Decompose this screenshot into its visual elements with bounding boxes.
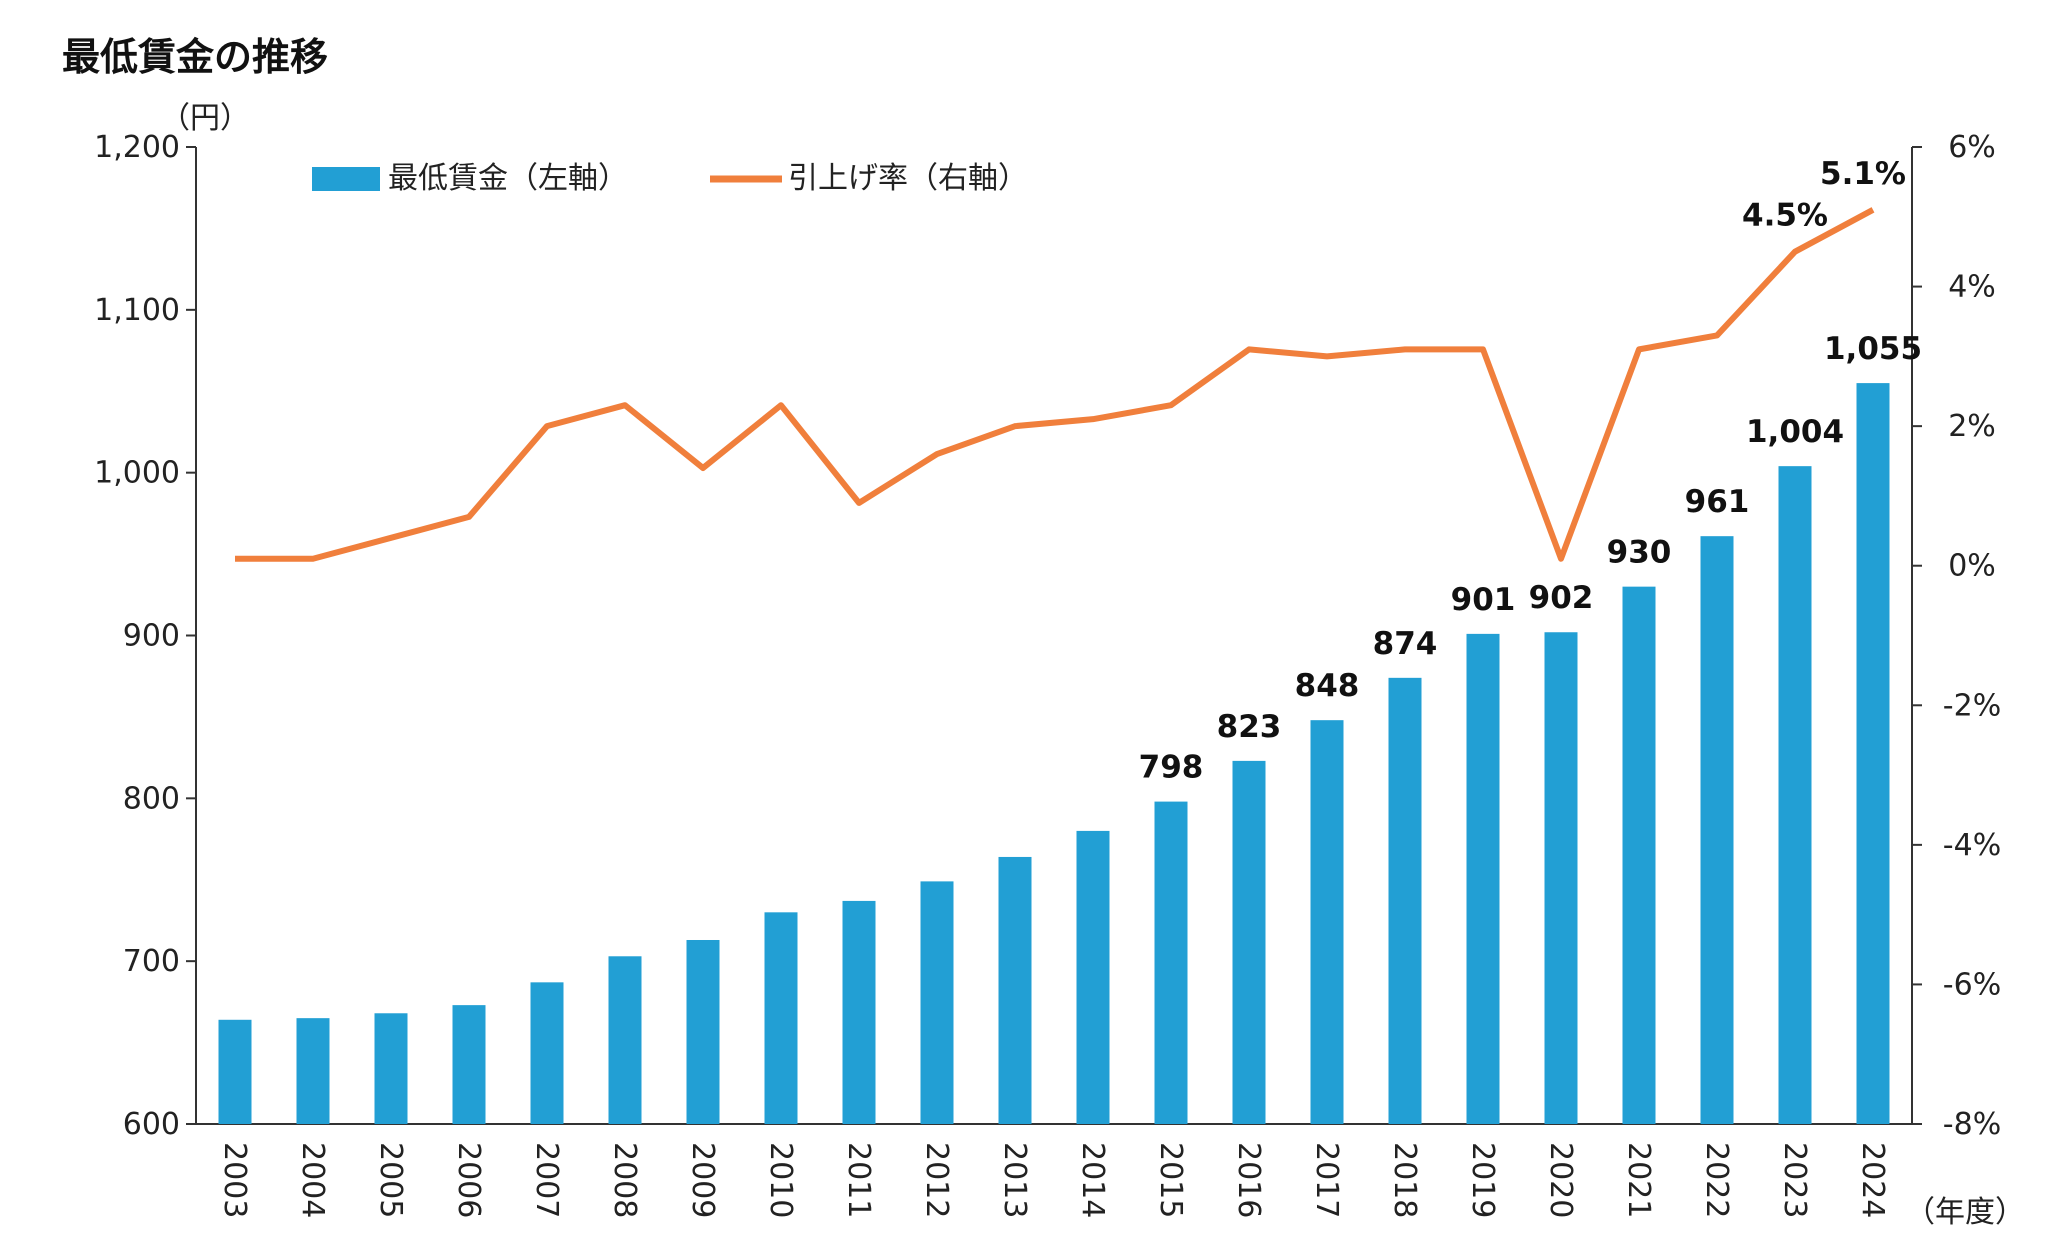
- x-tick-label: 2021: [1621, 1142, 1656, 1218]
- bar-value-label: 848: [1295, 668, 1360, 704]
- bar: [1700, 536, 1734, 1124]
- right-tick-label: 4%: [1948, 270, 1996, 305]
- legend-swatch-bar: [312, 167, 380, 191]
- x-tick-label: 2022: [1699, 1142, 1734, 1218]
- bar: [1388, 677, 1422, 1124]
- bar: [218, 1019, 252, 1124]
- x-tick-label: 2007: [529, 1142, 564, 1218]
- bar-series: [218, 383, 1890, 1124]
- legend-label-bar: 最低賃金（左軸）: [388, 161, 628, 196]
- right-tick-label: -6%: [1943, 967, 2001, 1002]
- x-tick-label: 2012: [919, 1142, 954, 1218]
- x-tick-label: 2015: [1153, 1142, 1188, 1218]
- left-axis-unit: （円）: [160, 101, 250, 136]
- legend: 最低賃金（左軸） 引上げ率（右軸）: [312, 161, 1028, 196]
- legend-label-line: 引上げ率（右軸）: [788, 161, 1028, 196]
- line-value-label: 4.5%: [1742, 198, 1828, 234]
- x-tick-label: 2016: [1231, 1142, 1266, 1218]
- right-tick-label: -4%: [1943, 828, 2001, 863]
- left-tick-label: 1,000: [94, 456, 180, 491]
- x-tick-label: 2008: [607, 1142, 642, 1218]
- bar-value-label: 902: [1529, 580, 1594, 616]
- x-tick-label: 2013: [997, 1142, 1032, 1218]
- x-tick-label: 2023: [1777, 1142, 1812, 1218]
- x-tick-label: 2020: [1543, 1142, 1578, 1218]
- x-tick-label: 2011: [841, 1142, 876, 1218]
- bar-value-label: 823: [1217, 709, 1282, 745]
- left-tick-label: 1,100: [94, 293, 180, 328]
- bar: [764, 912, 798, 1124]
- bar: [1856, 383, 1890, 1124]
- data-labels: 798 823 848 874 901 902 930 961 1,004 1,055 4.5% 5.…: [1139, 156, 1922, 786]
- x-tick-label: 2009: [685, 1142, 720, 1218]
- right-tick-label: -8%: [1943, 1107, 2001, 1142]
- bar-value-label: 874: [1373, 626, 1438, 662]
- bar: [1232, 760, 1266, 1124]
- left-axis-ticks: 600 700 800 900 1,000 1,100 1,200: [94, 130, 196, 1142]
- right-axis-ticks: -8% -6% -4% -2% 0% 2% 4% 6%: [1912, 130, 2001, 1142]
- left-tick-label: 1,200: [94, 130, 180, 165]
- line-series: [235, 207, 1875, 562]
- bar: [296, 1018, 330, 1124]
- x-tick-label: 2017: [1309, 1142, 1344, 1218]
- bar: [1076, 830, 1110, 1124]
- right-tick-label: 0%: [1948, 549, 1996, 584]
- bar: [530, 982, 564, 1124]
- x-tick-label: 2005: [373, 1142, 408, 1218]
- x-tick-label: 2003: [217, 1142, 252, 1218]
- bar: [374, 1013, 408, 1124]
- bar: [608, 956, 642, 1124]
- left-tick-label: 700: [123, 944, 180, 979]
- left-tick-label: 600: [123, 1107, 180, 1142]
- line-path: [235, 207, 1875, 562]
- bar: [686, 939, 720, 1124]
- x-tick-label: 2010: [763, 1142, 798, 1218]
- bar-value-label: 901: [1451, 582, 1516, 618]
- bar-value-label: 1,055: [1824, 331, 1922, 367]
- bar: [1466, 633, 1500, 1124]
- x-tick-label: 2024: [1855, 1142, 1890, 1218]
- x-tick-label: 2019: [1465, 1142, 1500, 1218]
- bar: [1778, 466, 1812, 1124]
- left-tick-label: 800: [123, 781, 180, 816]
- bar-value-label: 1,004: [1746, 414, 1844, 450]
- bar: [998, 856, 1032, 1124]
- right-tick-label: 6%: [1948, 130, 1996, 165]
- bar: [1310, 720, 1344, 1124]
- bar: [452, 1005, 486, 1124]
- bar: [842, 900, 876, 1124]
- right-tick-label: -2%: [1943, 688, 2001, 723]
- left-tick-label: 900: [123, 619, 180, 654]
- line-value-label: 5.1%: [1820, 156, 1906, 192]
- bar: [1544, 632, 1578, 1124]
- bar-value-label: 798: [1139, 750, 1204, 786]
- bar: [1154, 801, 1188, 1124]
- right-tick-label: 2%: [1948, 409, 1996, 444]
- bar-value-label: 961: [1685, 484, 1750, 520]
- x-tick-label: 2006: [451, 1142, 486, 1218]
- x-tick-label: 2018: [1387, 1142, 1422, 1218]
- x-axis-ticks: 2003 2004 2005 2006 2007 2008 2009 2010 2011 2012…: [217, 1142, 1890, 1218]
- x-tick-label: 2004: [295, 1142, 330, 1218]
- bar: [920, 881, 954, 1124]
- bar-value-label: 930: [1607, 535, 1672, 571]
- chart-title: 最低賃金の推移: [62, 35, 329, 79]
- x-axis-unit: （年度）: [1905, 1195, 2025, 1230]
- x-tick-label: 2014: [1075, 1142, 1110, 1218]
- bar: [1622, 586, 1656, 1124]
